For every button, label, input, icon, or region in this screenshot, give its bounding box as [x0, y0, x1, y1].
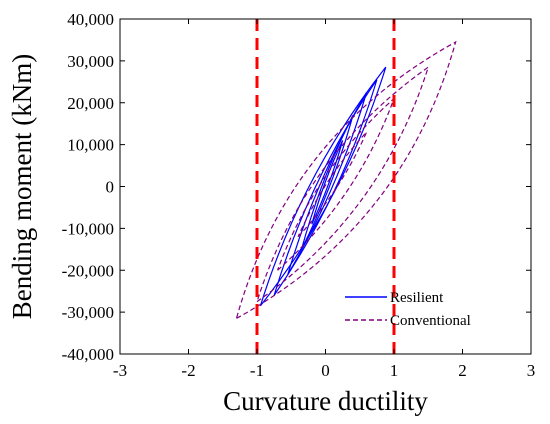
- legend-label-conventional: Conventional: [390, 313, 471, 329]
- y-tick-label: 10,000: [67, 136, 114, 155]
- x-tick-label: 3: [527, 361, 536, 380]
- loop-resilient: [311, 140, 344, 225]
- y-tick-label: -10,000: [62, 219, 114, 238]
- y-tick-label: -20,000: [62, 261, 114, 280]
- y-tick-label: -30,000: [62, 303, 114, 322]
- loop-resilient: [273, 79, 378, 296]
- x-tick-label: 1: [390, 361, 399, 380]
- x-tick-label: -3: [113, 361, 127, 380]
- legend: Resilient Conventional: [345, 290, 471, 329]
- x-axis-title: Curvature ductility: [223, 386, 428, 416]
- ticks-layer: [119, 18, 532, 355]
- loop-conventional: [297, 131, 368, 238]
- y-tick-label: 0: [106, 178, 115, 197]
- loop-conventional: [256, 65, 430, 303]
- x-tick-label: -1: [250, 361, 264, 380]
- y-tick-label: 30,000: [67, 52, 114, 71]
- x-tick-label: -2: [181, 361, 195, 380]
- loop-resilient: [300, 115, 354, 250]
- y-tick-label: 40,000: [67, 10, 114, 29]
- x-tick-label: 2: [458, 361, 467, 380]
- y-axis-title: Bending moment (kNm): [7, 54, 37, 319]
- reference-lines-layer: [255, 19, 396, 354]
- legend-label-resilient: Resilient: [390, 290, 444, 306]
- loop-conventional: [235, 40, 457, 319]
- plot-frame: [119, 18, 532, 355]
- loop-conventional: [276, 98, 395, 271]
- tick-labels-layer: -3 -2 -1 0 1 2 3 -40,000 -30,000 -20,000 -10,000 0 1…: [62, 10, 536, 380]
- loop-resilient: [287, 91, 368, 275]
- curves-layer: [235, 40, 457, 319]
- y-tick-label: 20,000: [67, 94, 114, 113]
- x-tick-label: 0: [321, 361, 330, 380]
- y-tick-label: -40,000: [62, 345, 114, 364]
